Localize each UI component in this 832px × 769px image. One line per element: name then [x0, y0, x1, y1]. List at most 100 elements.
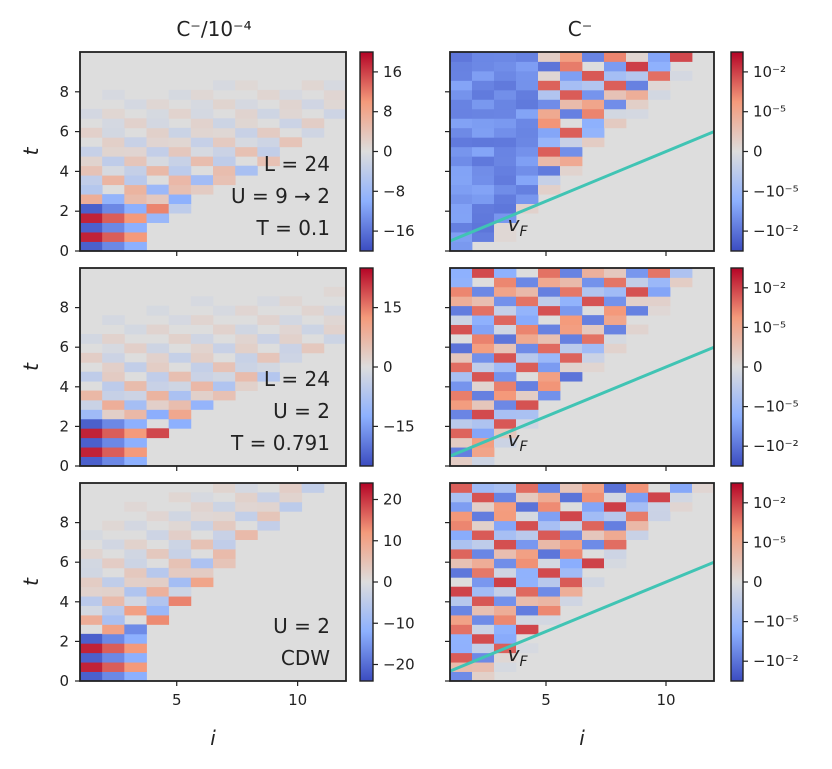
heatmap-cell — [102, 334, 125, 344]
heatmap-cell — [538, 567, 561, 578]
heatmap-cell — [582, 530, 605, 540]
heatmap-cell — [450, 501, 473, 512]
heatmap-cell — [168, 146, 192, 157]
heatmap-cell — [102, 643, 125, 654]
heatmap-cell — [80, 605, 103, 616]
heatmap-cell — [494, 52, 517, 62]
heatmap-cell — [494, 530, 517, 540]
heatmap-cell — [80, 437, 103, 448]
heatmap-cell — [670, 52, 693, 62]
heatmap-cell — [604, 343, 627, 354]
heatmap-cell — [124, 501, 147, 512]
heatmap-cell — [102, 362, 125, 373]
heatmap-cell — [102, 437, 125, 448]
heatmap-cell — [560, 362, 583, 373]
heatmap-cell — [560, 371, 583, 382]
colorbar-tick-label: 0 — [383, 573, 393, 591]
heatmap-cell — [648, 296, 671, 307]
heatmap-cell — [538, 483, 561, 493]
heatmap-cell — [450, 241, 473, 252]
heatmap-cell — [146, 409, 170, 420]
heatmap-cell — [213, 483, 236, 493]
heatmap-cell — [494, 80, 517, 91]
heatmap-cell — [124, 390, 147, 401]
heatmap-cell — [279, 324, 303, 335]
y-tick-label: 2 — [59, 202, 69, 220]
colorbar-tick-label: 0 — [383, 143, 393, 161]
heatmap-cell — [538, 80, 561, 91]
heatmap-cell — [538, 501, 561, 512]
heatmap-cell — [450, 156, 473, 167]
parameter-annotation: L = 24 — [264, 367, 330, 391]
fermi-velocity-line — [449, 130, 715, 243]
heatmap-cell — [516, 146, 539, 157]
heatmap-cell — [560, 268, 583, 278]
heatmap-cell — [516, 52, 539, 62]
heatmap-cell — [80, 127, 103, 138]
heatmap-cell — [80, 175, 103, 186]
heatmap-cell — [516, 286, 539, 297]
heatmap-cell — [124, 652, 147, 663]
heatmap-cell — [472, 671, 495, 682]
heatmap-cell — [494, 362, 517, 373]
heatmap-cell — [80, 146, 103, 157]
heatmap-cell — [213, 175, 236, 186]
y-axis-label: t — [19, 146, 43, 155]
heatmap-cell — [604, 286, 627, 297]
heatmap-cell — [124, 520, 147, 531]
heatmap-cell — [472, 428, 495, 439]
parameter-annotation: CDW — [281, 646, 330, 670]
heatmap-cell — [582, 80, 605, 91]
heatmap-cell — [102, 89, 125, 100]
heatmap-cell — [582, 520, 605, 531]
heatmap-cell — [80, 203, 103, 214]
heatmap-cell — [124, 232, 147, 242]
heatmap-cell — [582, 315, 605, 325]
heatmap-cell — [235, 127, 258, 138]
x-axis-label: i — [210, 726, 216, 750]
heatmap-cell — [472, 184, 495, 195]
heatmap-cell — [648, 286, 671, 297]
heatmap-cell — [146, 137, 170, 148]
colorbar-tick-label: 0 — [753, 358, 763, 376]
heatmap-cell — [582, 52, 605, 62]
heatmap-cell — [626, 89, 649, 100]
heatmap-cell — [213, 146, 236, 157]
heatmap-cell — [146, 146, 170, 157]
heatmap-cell — [102, 165, 125, 176]
heatmap-cell — [472, 456, 495, 467]
heatmap-cell — [257, 520, 280, 531]
heatmap-cell — [560, 549, 583, 559]
heatmap-cell — [626, 286, 649, 297]
heatmap-cell — [146, 511, 170, 522]
heatmap-cell — [80, 165, 103, 176]
heatmap-cell — [538, 89, 561, 100]
heatmap-cell — [257, 156, 280, 167]
heatmap-cell — [146, 362, 170, 373]
heatmap-cell — [582, 577, 605, 588]
heatmap-cell — [516, 381, 539, 391]
heatmap-cell — [168, 520, 192, 531]
heatmap-cell — [146, 194, 170, 205]
colorbar-tick-label: −20 — [383, 656, 415, 674]
colorbar-tick-label: 10 — [383, 532, 402, 550]
heatmap-cell — [472, 137, 495, 148]
heatmap-cell — [538, 305, 561, 316]
heatmap-cell — [279, 99, 303, 110]
heatmap-cell — [582, 277, 605, 288]
heatmap-cell — [450, 615, 473, 625]
heatmap-cell — [80, 108, 103, 119]
heatmap-cell — [213, 549, 236, 559]
heatmap-cell — [235, 146, 258, 157]
heatmap-cell — [516, 61, 539, 72]
heatmap-cell — [516, 577, 539, 588]
heatmap-cell — [80, 633, 103, 644]
heatmap-cell — [146, 428, 170, 439]
heatmap-cell — [213, 118, 236, 129]
heatmap-cell — [626, 305, 649, 316]
heatmap-cell — [494, 305, 517, 316]
heatmap-cell — [604, 511, 627, 522]
parameter-annotation: U = 2 — [273, 614, 330, 638]
heatmap-cell — [124, 137, 147, 148]
heatmap-cell — [190, 577, 214, 588]
